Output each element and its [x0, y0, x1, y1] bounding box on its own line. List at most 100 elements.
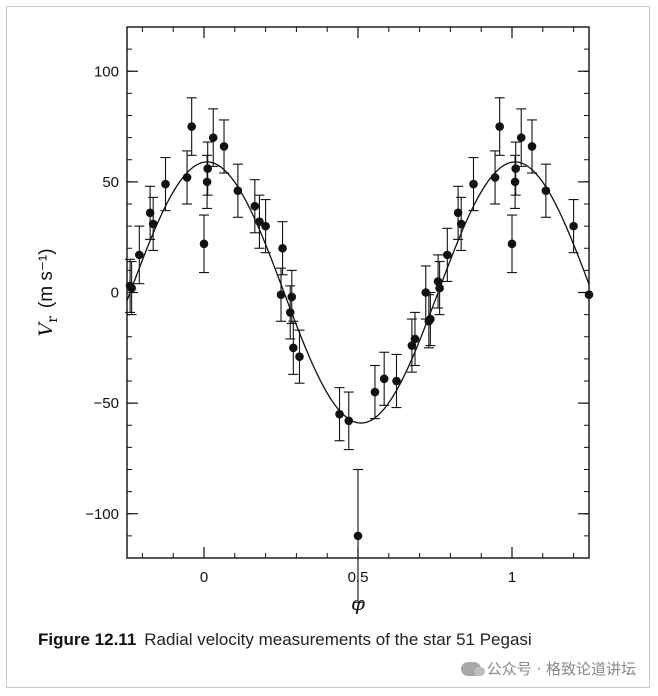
- data-point: [286, 269, 297, 325]
- y-tick-label: 0: [111, 285, 119, 302]
- data-point: [219, 119, 230, 174]
- data-point: [540, 163, 551, 218]
- data-point: [584, 290, 594, 300]
- data-marker: [527, 142, 537, 151]
- data-point: [453, 185, 464, 240]
- data-marker: [507, 239, 517, 249]
- data-point: [406, 318, 417, 373]
- data-marker: [584, 290, 594, 300]
- data-point: [379, 351, 390, 406]
- y-axis-label: Vr(m s⁻¹): [35, 248, 61, 336]
- data-marker: [443, 250, 452, 260]
- data-point: [442, 227, 453, 282]
- data-marker: [295, 352, 304, 361]
- data-marker: [490, 173, 500, 182]
- data-marker: [426, 314, 435, 324]
- data-marker: [287, 292, 297, 302]
- data-marker: [511, 164, 520, 173]
- figure-number: Figure 12.11: [38, 630, 137, 649]
- data-point: [425, 291, 436, 347]
- data-point: [254, 194, 265, 249]
- data-point: [208, 108, 219, 167]
- wechat-icon: [460, 661, 485, 676]
- y-tick-label: −50: [94, 395, 119, 412]
- data-point: [507, 214, 517, 274]
- data-point: [186, 97, 197, 156]
- figure-caption-text: Radial velocity measurements of the star…: [144, 630, 532, 649]
- data-point: [468, 156, 479, 212]
- data-point: [568, 199, 579, 254]
- figure-frame: [6, 6, 650, 688]
- data-marker: [392, 376, 401, 386]
- data-point: [494, 97, 505, 156]
- data-point: [232, 163, 243, 218]
- y-tick-label: 50: [102, 174, 119, 191]
- data-marker: [278, 243, 287, 253]
- data-marker: [495, 122, 504, 131]
- x-tick-label: 0: [200, 569, 208, 586]
- data-marker: [182, 173, 192, 182]
- data-marker: [410, 334, 420, 344]
- data-point: [249, 179, 260, 234]
- data-marker: [435, 283, 444, 293]
- data-marker: [255, 217, 264, 226]
- data-marker: [453, 208, 463, 218]
- data-marker: [344, 416, 354, 426]
- data-marker: [407, 341, 417, 350]
- data-point: [160, 156, 171, 212]
- data-marker: [510, 177, 520, 187]
- data-points: [125, 97, 594, 603]
- data-marker: [233, 186, 243, 196]
- data-marker: [145, 208, 155, 218]
- data-marker: [148, 219, 158, 229]
- data-marker: [370, 387, 380, 397]
- y-tick-label: 100: [94, 63, 119, 80]
- data-point: [294, 329, 305, 384]
- data-marker: [469, 179, 478, 189]
- data-marker: [161, 179, 170, 189]
- data-point: [260, 199, 271, 254]
- data-marker: [199, 239, 209, 249]
- data-point: [516, 108, 527, 167]
- data-point: [276, 267, 286, 322]
- data-marker: [135, 250, 144, 260]
- data-point: [202, 141, 213, 196]
- data-point: [433, 254, 444, 309]
- data-point: [456, 196, 467, 252]
- data-marker: [202, 177, 212, 187]
- data-marker: [569, 221, 578, 231]
- data-marker: [516, 133, 526, 142]
- data-marker: [335, 409, 344, 419]
- data-point: [288, 320, 299, 375]
- data-marker: [379, 374, 389, 384]
- data-marker: [219, 142, 229, 151]
- data-marker: [456, 219, 466, 229]
- data-point: [490, 150, 501, 205]
- data-marker: [285, 308, 295, 317]
- fit-curve: [126, 161, 590, 424]
- data-marker: [289, 343, 298, 353]
- figure-caption: Figure 12.11 Radial velocity measurements…: [38, 630, 532, 650]
- data-point: [148, 196, 159, 252]
- watermark-text: 公众号 · 格致论道讲坛: [486, 660, 636, 678]
- data-point: [510, 141, 521, 196]
- data-point: [202, 154, 213, 209]
- data-point: [527, 119, 538, 174]
- data-marker: [203, 164, 212, 173]
- data-point: [434, 260, 445, 316]
- data-point: [369, 364, 380, 420]
- data-point: [126, 260, 137, 316]
- data-point: [334, 387, 345, 442]
- data-marker: [541, 186, 551, 196]
- data-point: [391, 353, 402, 409]
- data-point: [409, 311, 420, 367]
- data-point: [343, 391, 354, 451]
- data-marker: [261, 221, 270, 231]
- data-point: [510, 154, 521, 209]
- data-marker: [127, 283, 136, 293]
- data-point: [277, 221, 288, 276]
- y-tick-label: −100: [85, 506, 119, 523]
- data-marker: [433, 277, 443, 286]
- data-point: [199, 214, 209, 274]
